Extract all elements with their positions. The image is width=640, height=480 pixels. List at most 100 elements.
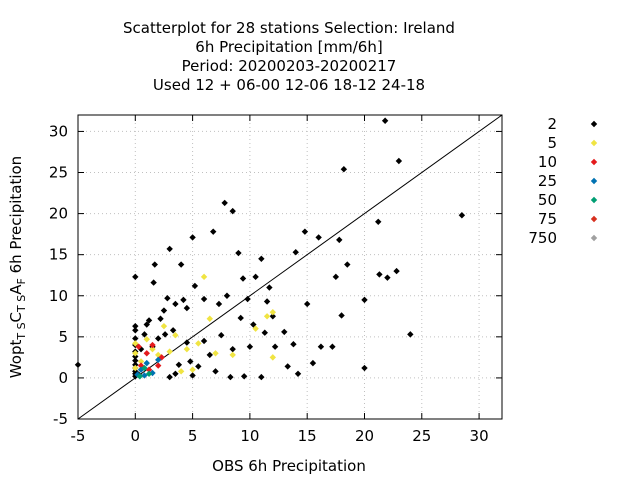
legend-label-2: 2	[547, 115, 557, 133]
data-point-2	[210, 228, 217, 235]
chart-title: Scatterplot for 28 stations Selection: I…	[123, 19, 455, 94]
data-point-2	[189, 372, 196, 379]
title-line-3: Period: 20200203-20200217	[182, 57, 397, 75]
data-point-5	[189, 366, 196, 373]
data-point-2	[187, 358, 194, 365]
y-axis-label-sub2: T S	[15, 295, 28, 313]
y-tick-label: 25	[49, 164, 68, 182]
legend-marker-2	[590, 120, 598, 128]
title-line-1: Scatterplot for 28 stations Selection: I…	[123, 19, 455, 37]
data-point-5	[269, 308, 277, 316]
data-point-5	[132, 340, 139, 347]
data-point-5	[143, 336, 150, 343]
data-point-10	[143, 350, 150, 357]
data-point-5	[200, 273, 208, 281]
data-point-2	[252, 273, 259, 281]
legend-marker-750	[590, 234, 598, 242]
x-tick-label: 10	[240, 427, 259, 445]
data-point-5	[206, 315, 213, 322]
data-point-2	[183, 304, 191, 312]
x-axis-label: OBS 6h Precipitation	[212, 457, 366, 475]
data-point-2	[407, 331, 414, 338]
legend-marker-50	[590, 196, 598, 204]
data-point-2	[169, 327, 177, 334]
data-point-2	[221, 199, 228, 207]
data-point-5	[137, 358, 145, 365]
data-point-2	[258, 373, 265, 381]
data-point-2	[145, 317, 153, 324]
data-point-2	[258, 255, 265, 262]
y-axis-label: WoptT SCT SAF 6h Precipitation	[7, 156, 28, 378]
data-point-2	[229, 207, 236, 215]
data-point-25	[143, 359, 150, 367]
title-line-4: Used 12 + 06-00 12-06 18-12 24-18	[153, 76, 425, 94]
legend-marker-5	[590, 139, 598, 147]
data-point-2	[336, 236, 343, 244]
data-point-5	[212, 350, 219, 357]
legend-label-25: 25	[538, 172, 557, 190]
data-point-2	[155, 335, 162, 342]
data-point-2	[164, 295, 171, 302]
y-tick-label: 30	[49, 122, 68, 140]
data-point-2	[317, 343, 325, 350]
data-point-2	[261, 329, 268, 336]
data-point-2	[177, 261, 185, 268]
data-point-2	[172, 370, 179, 378]
data-point-50	[136, 373, 144, 380]
data-point-5	[132, 350, 139, 357]
data-point-2	[329, 343, 336, 350]
data-point-50	[141, 364, 148, 372]
data-point-2	[237, 314, 244, 322]
y-axis-label-sub1: T S	[15, 322, 28, 340]
data-point-2	[132, 273, 139, 281]
y-axis-label-mid2: A	[7, 284, 25, 295]
legend-label-10: 10	[538, 153, 557, 171]
data-point-5	[155, 351, 162, 359]
data-point-50	[145, 370, 153, 378]
data-point-2	[303, 300, 311, 308]
data-point-2	[200, 337, 208, 345]
data-point-2	[240, 373, 248, 380]
data-point-2	[212, 368, 219, 375]
x-tick-label: 30	[470, 427, 489, 445]
data-point-2	[195, 363, 202, 370]
data-point-2	[340, 166, 348, 173]
data-point-5	[195, 340, 202, 347]
data-point-25	[155, 356, 162, 364]
data-point-2	[189, 234, 196, 241]
data-point-2	[191, 282, 199, 290]
data-point-2	[227, 373, 234, 381]
legend-label-75: 75	[538, 210, 557, 228]
title-line-2: 6h Precipitation [mm/6h]	[195, 38, 382, 56]
axis-ticks: -5 0 5 10 15 20 25 30 -5 0 5 10 15 20 25 30	[49, 115, 502, 445]
data-point-2	[309, 359, 317, 367]
data-point-2	[141, 331, 148, 338]
y-tick-label: -5	[53, 410, 68, 428]
y-axis-label-sub3: F	[15, 278, 28, 284]
data-point-2	[315, 234, 322, 241]
data-points	[74, 117, 466, 381]
data-point-2	[166, 373, 173, 381]
data-point-2	[239, 275, 247, 282]
data-point-2	[157, 315, 164, 322]
data-point-2	[269, 313, 277, 320]
y-tick-label: 0	[58, 369, 68, 387]
data-point-2	[132, 335, 139, 342]
data-point-2	[166, 245, 173, 253]
data-point-5	[263, 313, 271, 320]
data-point-2	[384, 274, 391, 281]
x-tick-label: 20	[355, 427, 374, 445]
data-point-2	[246, 343, 254, 350]
data-point-5	[252, 325, 259, 332]
data-point-2	[180, 296, 187, 304]
data-point-2	[150, 279, 157, 286]
data-point-2	[132, 353, 139, 360]
data-point-2	[381, 117, 389, 124]
data-point-2	[143, 321, 150, 328]
data-point-2	[175, 361, 183, 368]
legend-marker-25	[590, 177, 598, 185]
data-point-2	[172, 300, 179, 308]
data-point-2	[235, 249, 242, 257]
x-tick-label: 15	[298, 427, 317, 445]
